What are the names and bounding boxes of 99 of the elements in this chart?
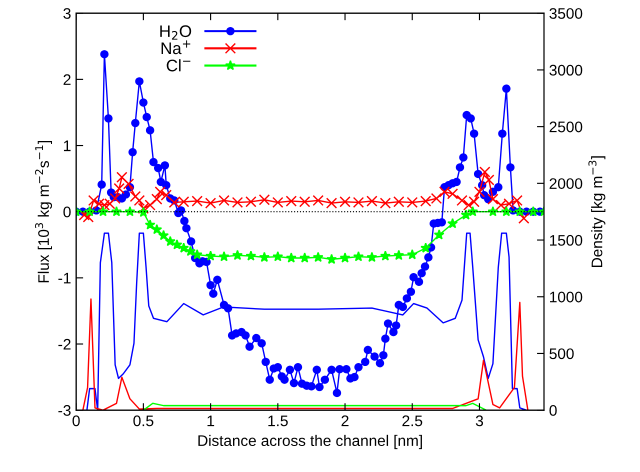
point xyxy=(138,202,149,214)
y2-tick-label: 3000 xyxy=(549,64,582,76)
x-tick-label: 2 xyxy=(342,415,349,426)
point xyxy=(172,239,182,250)
point xyxy=(116,172,128,183)
point xyxy=(130,190,141,202)
y2-tick-label: 1000 xyxy=(550,292,582,302)
point xyxy=(98,206,108,216)
point xyxy=(272,196,284,208)
point xyxy=(326,254,337,264)
x-tick-label: 2.5 xyxy=(402,415,422,426)
point xyxy=(340,252,350,263)
line-series xyxy=(82,298,529,410)
point xyxy=(272,251,284,262)
y2-tick-label: 0 xyxy=(549,405,557,416)
y-tick-label: -2 xyxy=(58,338,71,350)
point xyxy=(447,218,458,228)
point xyxy=(134,194,145,206)
y-tick-label: 1 xyxy=(64,140,71,152)
point xyxy=(114,182,125,194)
legend-label: H$_{2}$O xyxy=(160,25,192,40)
point xyxy=(258,194,270,206)
point xyxy=(158,230,169,240)
point xyxy=(487,194,498,205)
point xyxy=(110,192,121,204)
point xyxy=(299,196,310,208)
point xyxy=(299,252,310,263)
point xyxy=(483,174,494,186)
point xyxy=(286,196,297,207)
point xyxy=(366,196,378,207)
point xyxy=(164,236,176,246)
point xyxy=(82,211,94,223)
y-tick-label: 2 xyxy=(64,74,71,85)
x-tick-label: 1.5 xyxy=(268,416,288,426)
point xyxy=(393,196,404,208)
legend-label: Cl$^{−}$ xyxy=(166,59,190,72)
point xyxy=(144,200,156,211)
point xyxy=(286,252,297,263)
point xyxy=(218,194,230,206)
y2-axis-title: Density [kg m$^{−3}$] xyxy=(588,156,606,268)
y2-tick-label: 2000 xyxy=(550,178,582,190)
point xyxy=(479,166,490,178)
x-tick-label: 0.5 xyxy=(133,415,154,426)
legend-label: Na$^{+}$ xyxy=(162,40,190,54)
point xyxy=(138,206,149,217)
point xyxy=(488,206,498,216)
point xyxy=(246,250,256,261)
point xyxy=(312,194,324,206)
point xyxy=(352,196,364,208)
point xyxy=(123,178,134,190)
x-tick-label: 3 xyxy=(476,415,484,426)
point xyxy=(218,251,230,262)
point xyxy=(98,200,110,211)
y2-tick-label: 2500 xyxy=(550,122,582,132)
x-axis-title: Distance across the channel [nm] xyxy=(198,434,422,450)
point xyxy=(160,190,172,201)
point xyxy=(474,186,486,198)
point xyxy=(420,242,432,253)
point xyxy=(434,229,444,240)
point xyxy=(144,219,156,230)
x-tick-label: 0 xyxy=(72,415,80,426)
point xyxy=(518,212,530,224)
point xyxy=(245,196,256,208)
point xyxy=(111,206,122,216)
point xyxy=(232,250,243,260)
y-tick-label: 0 xyxy=(63,206,71,218)
point xyxy=(501,206,512,216)
point xyxy=(326,198,338,209)
y2-tick-label: 3500 xyxy=(549,8,582,19)
point xyxy=(152,224,162,234)
point xyxy=(232,196,244,208)
point xyxy=(406,196,418,208)
point xyxy=(154,186,166,198)
y-tick-label: -1 xyxy=(58,272,71,284)
y2-tick-label: 500 xyxy=(549,348,574,360)
point xyxy=(380,250,391,261)
point xyxy=(259,252,270,262)
y2-tick-label: 1500 xyxy=(550,234,582,246)
point xyxy=(151,194,162,205)
point xyxy=(192,196,203,207)
y-tick-label: -3 xyxy=(58,405,71,416)
point xyxy=(339,196,351,208)
point xyxy=(205,198,216,209)
x-tick-label: 1 xyxy=(208,416,214,426)
point xyxy=(393,250,404,260)
point xyxy=(124,206,136,216)
point xyxy=(463,200,474,211)
point xyxy=(406,249,418,260)
point xyxy=(185,246,196,256)
y-tick-label: 3 xyxy=(63,8,71,19)
point xyxy=(205,250,216,261)
point xyxy=(88,194,100,206)
point xyxy=(512,194,523,206)
point xyxy=(353,251,364,262)
point xyxy=(366,252,378,262)
point xyxy=(380,198,391,209)
point xyxy=(460,209,472,220)
y-axis-title: Flux [10$^{3}$ kg m$^{−2}$s$^{−1}$] xyxy=(35,140,52,282)
point xyxy=(312,252,324,262)
